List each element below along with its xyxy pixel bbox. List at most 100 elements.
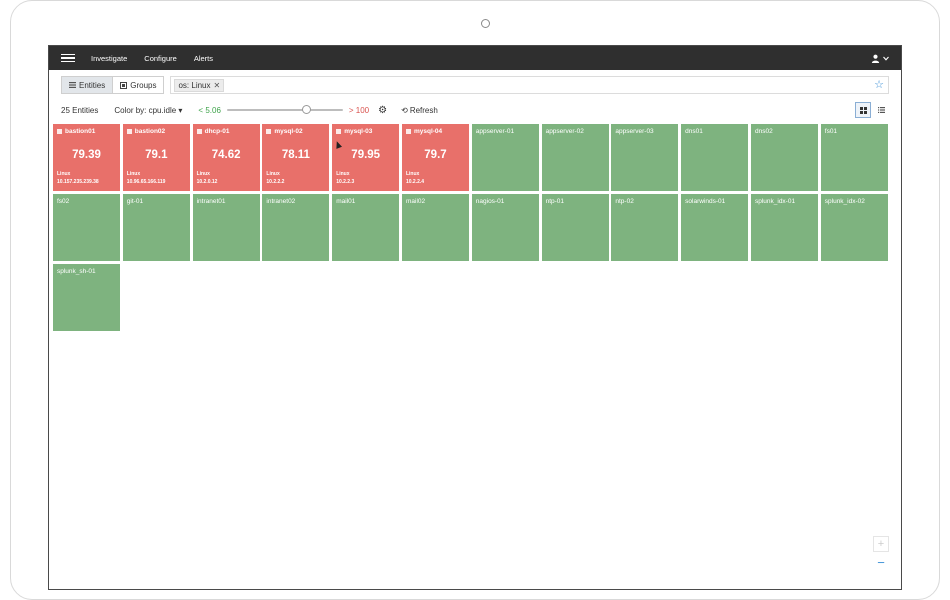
color-by-dropdown[interactable]: Color by: cpu.idle ▾ xyxy=(114,106,182,115)
entity-tile[interactable]: splunk_idx-01 xyxy=(750,194,818,261)
entity-tile[interactable]: ntp-02 xyxy=(611,194,679,261)
entity-name-label: mysql-02 xyxy=(274,128,303,135)
entity-tile[interactable]: intranet02 xyxy=(262,194,330,261)
zoom-out-button[interactable]: − xyxy=(877,554,885,570)
filter-pill[interactable]: os: Linux ✕ xyxy=(174,78,225,92)
tab-groups-label: Groups xyxy=(130,80,157,90)
entity-metric: 79.95 xyxy=(351,149,381,161)
entity-name: intranet01 xyxy=(197,198,256,205)
entity-tile[interactable]: appserver-03 xyxy=(611,124,679,191)
entity-ip: 10.2.2.4 xyxy=(405,179,425,185)
entity-tile[interactable]: git-01 xyxy=(122,194,190,261)
threshold-high: > 100 xyxy=(348,105,370,115)
entity-name: git-01 xyxy=(127,198,186,205)
entity-ip: 10.96.65.166.119 xyxy=(126,179,166,185)
entity-name: dhcp-01 xyxy=(196,128,256,135)
checkbox-icon[interactable] xyxy=(405,129,411,134)
caret-down-icon: ▾ xyxy=(178,105,183,115)
entity-name-label: git-01 xyxy=(126,198,144,205)
tab-groups[interactable]: Groups xyxy=(113,76,165,94)
entity-tile[interactable]: solarwinds-01 xyxy=(681,194,749,261)
entity-name-label: appserver-02 xyxy=(545,128,584,135)
entity-tile[interactable]: dns01 xyxy=(681,124,749,191)
entity-os: Linux xyxy=(336,171,350,177)
checkbox-icon[interactable] xyxy=(126,129,132,134)
camera-icon xyxy=(481,19,490,28)
entity-tile[interactable]: mysql-02 78.11 Linux 10.2.2.2 xyxy=(262,124,330,191)
entity-tile[interactable]: ntp-01 xyxy=(541,194,609,261)
entity-name: dns01 xyxy=(685,128,744,135)
entity-count: 25 Entities xyxy=(61,105,99,115)
entity-name-label: splunk_idx-02 xyxy=(824,198,865,205)
checkbox-icon[interactable] xyxy=(196,129,202,134)
entity-name: ntp-02 xyxy=(615,198,674,205)
entity-name-label: mail01 xyxy=(336,198,356,205)
slider-track xyxy=(226,109,343,111)
entity-tile[interactable]: mail01 xyxy=(332,194,400,261)
threshold-slider[interactable] xyxy=(226,105,343,115)
search-input[interactable]: os: Linux ✕ ☆ xyxy=(170,76,889,94)
star-icon[interactable]: ☆ xyxy=(874,79,884,91)
entity-tile[interactable]: nagios-01 xyxy=(471,194,539,261)
nav-configure[interactable]: Configure xyxy=(144,53,177,63)
entity-tile[interactable]: bastion01 79.39 Linux 10.157.235.239.38 xyxy=(53,124,120,191)
entity-name: mail02 xyxy=(406,198,465,205)
refresh-button[interactable]: ⟲ Refresh xyxy=(401,106,438,115)
entity-tile[interactable]: dns02 xyxy=(750,124,818,191)
gear-icon[interactable]: ⚙ xyxy=(378,104,388,116)
checkbox-icon[interactable] xyxy=(57,129,62,134)
entity-ip: 10.2.2.2 xyxy=(266,179,285,185)
entity-name: appserver-03 xyxy=(615,128,674,135)
entity-name: fs02 xyxy=(57,198,116,205)
entity-tile[interactable]: appserver-01 xyxy=(471,124,539,191)
toolbar: 25 Entities Color by: cpu.idle ▾ < 5.06 … xyxy=(61,102,889,118)
entity-tile[interactable]: intranet01 xyxy=(192,194,260,261)
entity-os: Linux xyxy=(405,171,420,177)
entity-name-label: fs01 xyxy=(824,128,838,135)
entity-tile[interactable]: mysql-04 79.7 Linux 10.2.2.4 xyxy=(401,124,469,191)
checkbox-icon[interactable] xyxy=(266,129,272,134)
entity-name: nagios-01 xyxy=(476,198,535,205)
entity-metric: 74.62 xyxy=(211,149,241,161)
top-navbar: Investigate Configure Alerts xyxy=(49,46,901,70)
entity-name-label: ntp-01 xyxy=(545,198,565,205)
entity-tile[interactable]: appserver-02 xyxy=(541,124,609,191)
entity-tile[interactable]: dhcp-01 74.62 Linux 10.2.0.12 xyxy=(192,124,260,191)
entity-name: dns02 xyxy=(755,128,814,135)
checkbox-icon[interactable] xyxy=(336,129,342,134)
entity-name: mysql-03 xyxy=(336,128,395,135)
grid-view-button[interactable] xyxy=(855,102,871,118)
entity-metric: 79.39 xyxy=(72,149,101,161)
entity-name: splunk_idx-02 xyxy=(825,198,884,205)
entity-os: Linux xyxy=(57,171,71,177)
entity-ip: 10.2.2.3 xyxy=(336,179,355,185)
search-bar: Entities Groups os: Linux ✕ ☆ xyxy=(61,76,889,94)
close-icon[interactable]: ✕ xyxy=(213,80,221,90)
entity-name-label: appserver-01 xyxy=(475,128,515,135)
view-toggle xyxy=(855,102,889,118)
entity-tile[interactable]: mysql-03 79.95 Linux 10.2.2.3 xyxy=(332,124,400,191)
menu-icon[interactable] xyxy=(61,52,75,65)
nav-alerts[interactable]: Alerts xyxy=(193,53,213,63)
entity-tile[interactable]: fs01 xyxy=(820,124,888,191)
group-icon xyxy=(120,81,128,89)
user-menu[interactable] xyxy=(871,54,889,63)
entity-tile[interactable]: splunk_sh-01 xyxy=(53,264,120,331)
entity-tile[interactable]: splunk_idx-02 xyxy=(820,194,888,261)
slider-handle[interactable] xyxy=(301,105,311,114)
entity-name: fs01 xyxy=(825,128,884,135)
entity-tile[interactable]: mail02 xyxy=(401,194,469,261)
entity-tile[interactable]: bastion02 79.1 Linux 10.96.65.166.119 xyxy=(122,124,190,191)
entity-tile[interactable]: fs02 xyxy=(53,194,120,261)
entity-name-label: dns01 xyxy=(685,128,703,135)
entity-name-label: mysql-03 xyxy=(344,128,373,135)
refresh-label: Refresh xyxy=(409,105,438,115)
entity-name-label: mail02 xyxy=(405,198,426,205)
zoom-in-button[interactable]: + xyxy=(873,536,889,552)
entity-ip: 10.2.0.12 xyxy=(196,179,218,185)
nav-investigate[interactable]: Investigate xyxy=(91,53,128,63)
entity-name: bastion02 xyxy=(126,128,186,135)
list-view-button[interactable] xyxy=(873,102,889,118)
tab-entities[interactable]: Entities xyxy=(61,76,114,94)
entity-name: bastion01 xyxy=(57,128,116,135)
